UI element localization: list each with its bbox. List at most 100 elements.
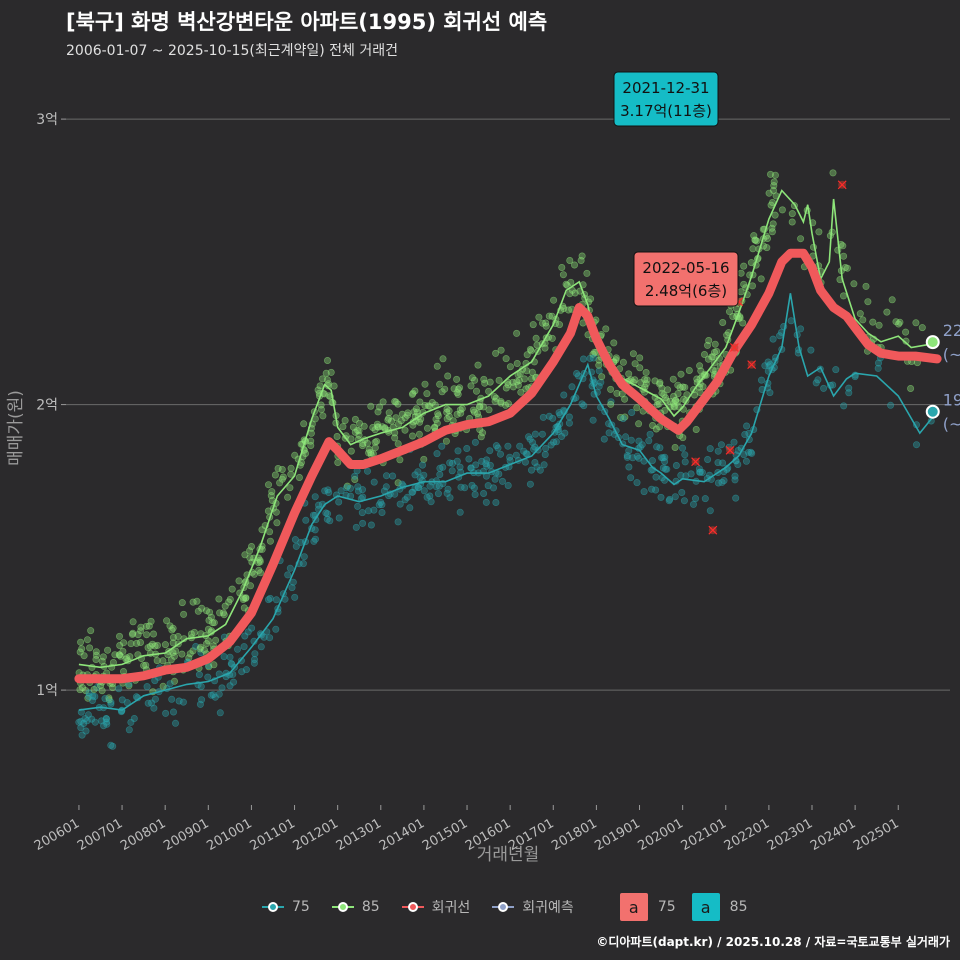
trade-point: [378, 423, 386, 431]
trade-point: [403, 493, 411, 501]
trade-point: [706, 507, 714, 515]
trade-point: [335, 514, 343, 522]
trade-point: [862, 282, 870, 290]
trade-point: [597, 378, 605, 386]
trade-point: [137, 623, 145, 631]
trade-point: [414, 468, 422, 476]
trade-point: [491, 475, 499, 483]
trade-point: [565, 413, 573, 421]
trade-point: [274, 464, 282, 472]
trade-point: [438, 442, 446, 450]
trade-point: [454, 390, 462, 398]
trade-point: [540, 461, 548, 469]
trade-point: [622, 433, 630, 441]
trade-point: [595, 367, 603, 375]
trade-point: [706, 445, 714, 453]
trade-point: [771, 171, 779, 179]
trade-point: [621, 395, 629, 403]
trade-point: [272, 596, 280, 604]
trade-point: [129, 618, 137, 626]
trade-point: [840, 402, 848, 410]
trade-point: [560, 391, 568, 399]
trade-point: [492, 498, 500, 506]
x-tick-label: 200601: [32, 816, 82, 854]
trade-point: [520, 447, 528, 455]
trade-point: [541, 450, 549, 458]
trade-point: [902, 328, 910, 336]
trade-point: [415, 430, 423, 438]
legend-box-85: a: [691, 893, 720, 921]
trade-point: [681, 458, 689, 466]
trade-point: [311, 526, 319, 534]
trade-point: [672, 461, 680, 469]
trade-point: [391, 434, 399, 442]
trade-point: [703, 341, 711, 349]
trade-point: [526, 480, 534, 488]
trade-point: [406, 504, 414, 512]
trade-point: [291, 451, 299, 459]
trade-point: [209, 619, 217, 627]
trade-point: [769, 335, 777, 343]
trade-point: [240, 604, 248, 612]
trade-point: [408, 432, 416, 440]
trade-point: [566, 256, 574, 264]
trade-point: [516, 370, 524, 378]
trade-point: [495, 470, 503, 478]
trade-point: [679, 434, 687, 442]
trade-point: [279, 473, 287, 481]
trade-point: [161, 641, 169, 649]
x-tick-label: 201301: [334, 816, 384, 854]
trade-point: [568, 383, 576, 391]
annotation-box: [613, 71, 719, 127]
trade-point: [502, 355, 510, 363]
trade-point: [474, 361, 482, 369]
trade-point: [549, 414, 557, 422]
trade-point: [426, 482, 434, 490]
trade-point: [607, 398, 615, 406]
trade-point: [815, 228, 823, 236]
trade-point: [457, 483, 465, 491]
x-tick-label: 200701: [75, 816, 125, 854]
trade-point: [443, 405, 451, 413]
trade-point: [409, 488, 417, 496]
trade-point: [396, 456, 404, 464]
line-75: [78, 293, 938, 711]
trade-point: [677, 370, 685, 378]
trade-point: [92, 651, 100, 659]
trade-point: [678, 488, 686, 496]
trade-point: [226, 682, 234, 690]
outlier-cross: [691, 457, 701, 467]
trade-point: [311, 493, 319, 501]
trade-point: [840, 252, 848, 260]
trade-point: [850, 280, 858, 288]
trade-point: [175, 697, 183, 705]
trade-point: [159, 682, 167, 690]
trade-point: [444, 485, 452, 493]
trade-point: [316, 382, 324, 390]
trade-point: [714, 479, 722, 487]
trade-point: [166, 680, 174, 688]
trade-point: [441, 385, 449, 393]
trade-point: [125, 726, 133, 734]
trade-point: [714, 447, 722, 455]
legend-item-regression: 회귀선: [401, 897, 470, 917]
trade-point: [169, 649, 177, 657]
annotation-date: 2022-05-16: [642, 259, 729, 277]
y-tick-label: 3억: [36, 112, 58, 128]
trade-point: [78, 731, 86, 739]
trade-point: [797, 235, 805, 243]
grid-lines: [66, 118, 950, 691]
x-tick-label: 202101: [679, 816, 729, 854]
trade-point: [434, 410, 442, 418]
trade-point: [475, 403, 483, 411]
trade-point: [492, 349, 500, 357]
trade-point: [570, 261, 578, 269]
trade-point: [918, 324, 926, 332]
trade-point: [438, 388, 446, 396]
x-tick-label: 202401: [808, 816, 858, 854]
trade-point: [504, 381, 512, 389]
trade-point: [266, 594, 274, 602]
trade-point: [397, 417, 405, 425]
trade-point: [477, 433, 485, 441]
trade-point: [203, 640, 211, 648]
